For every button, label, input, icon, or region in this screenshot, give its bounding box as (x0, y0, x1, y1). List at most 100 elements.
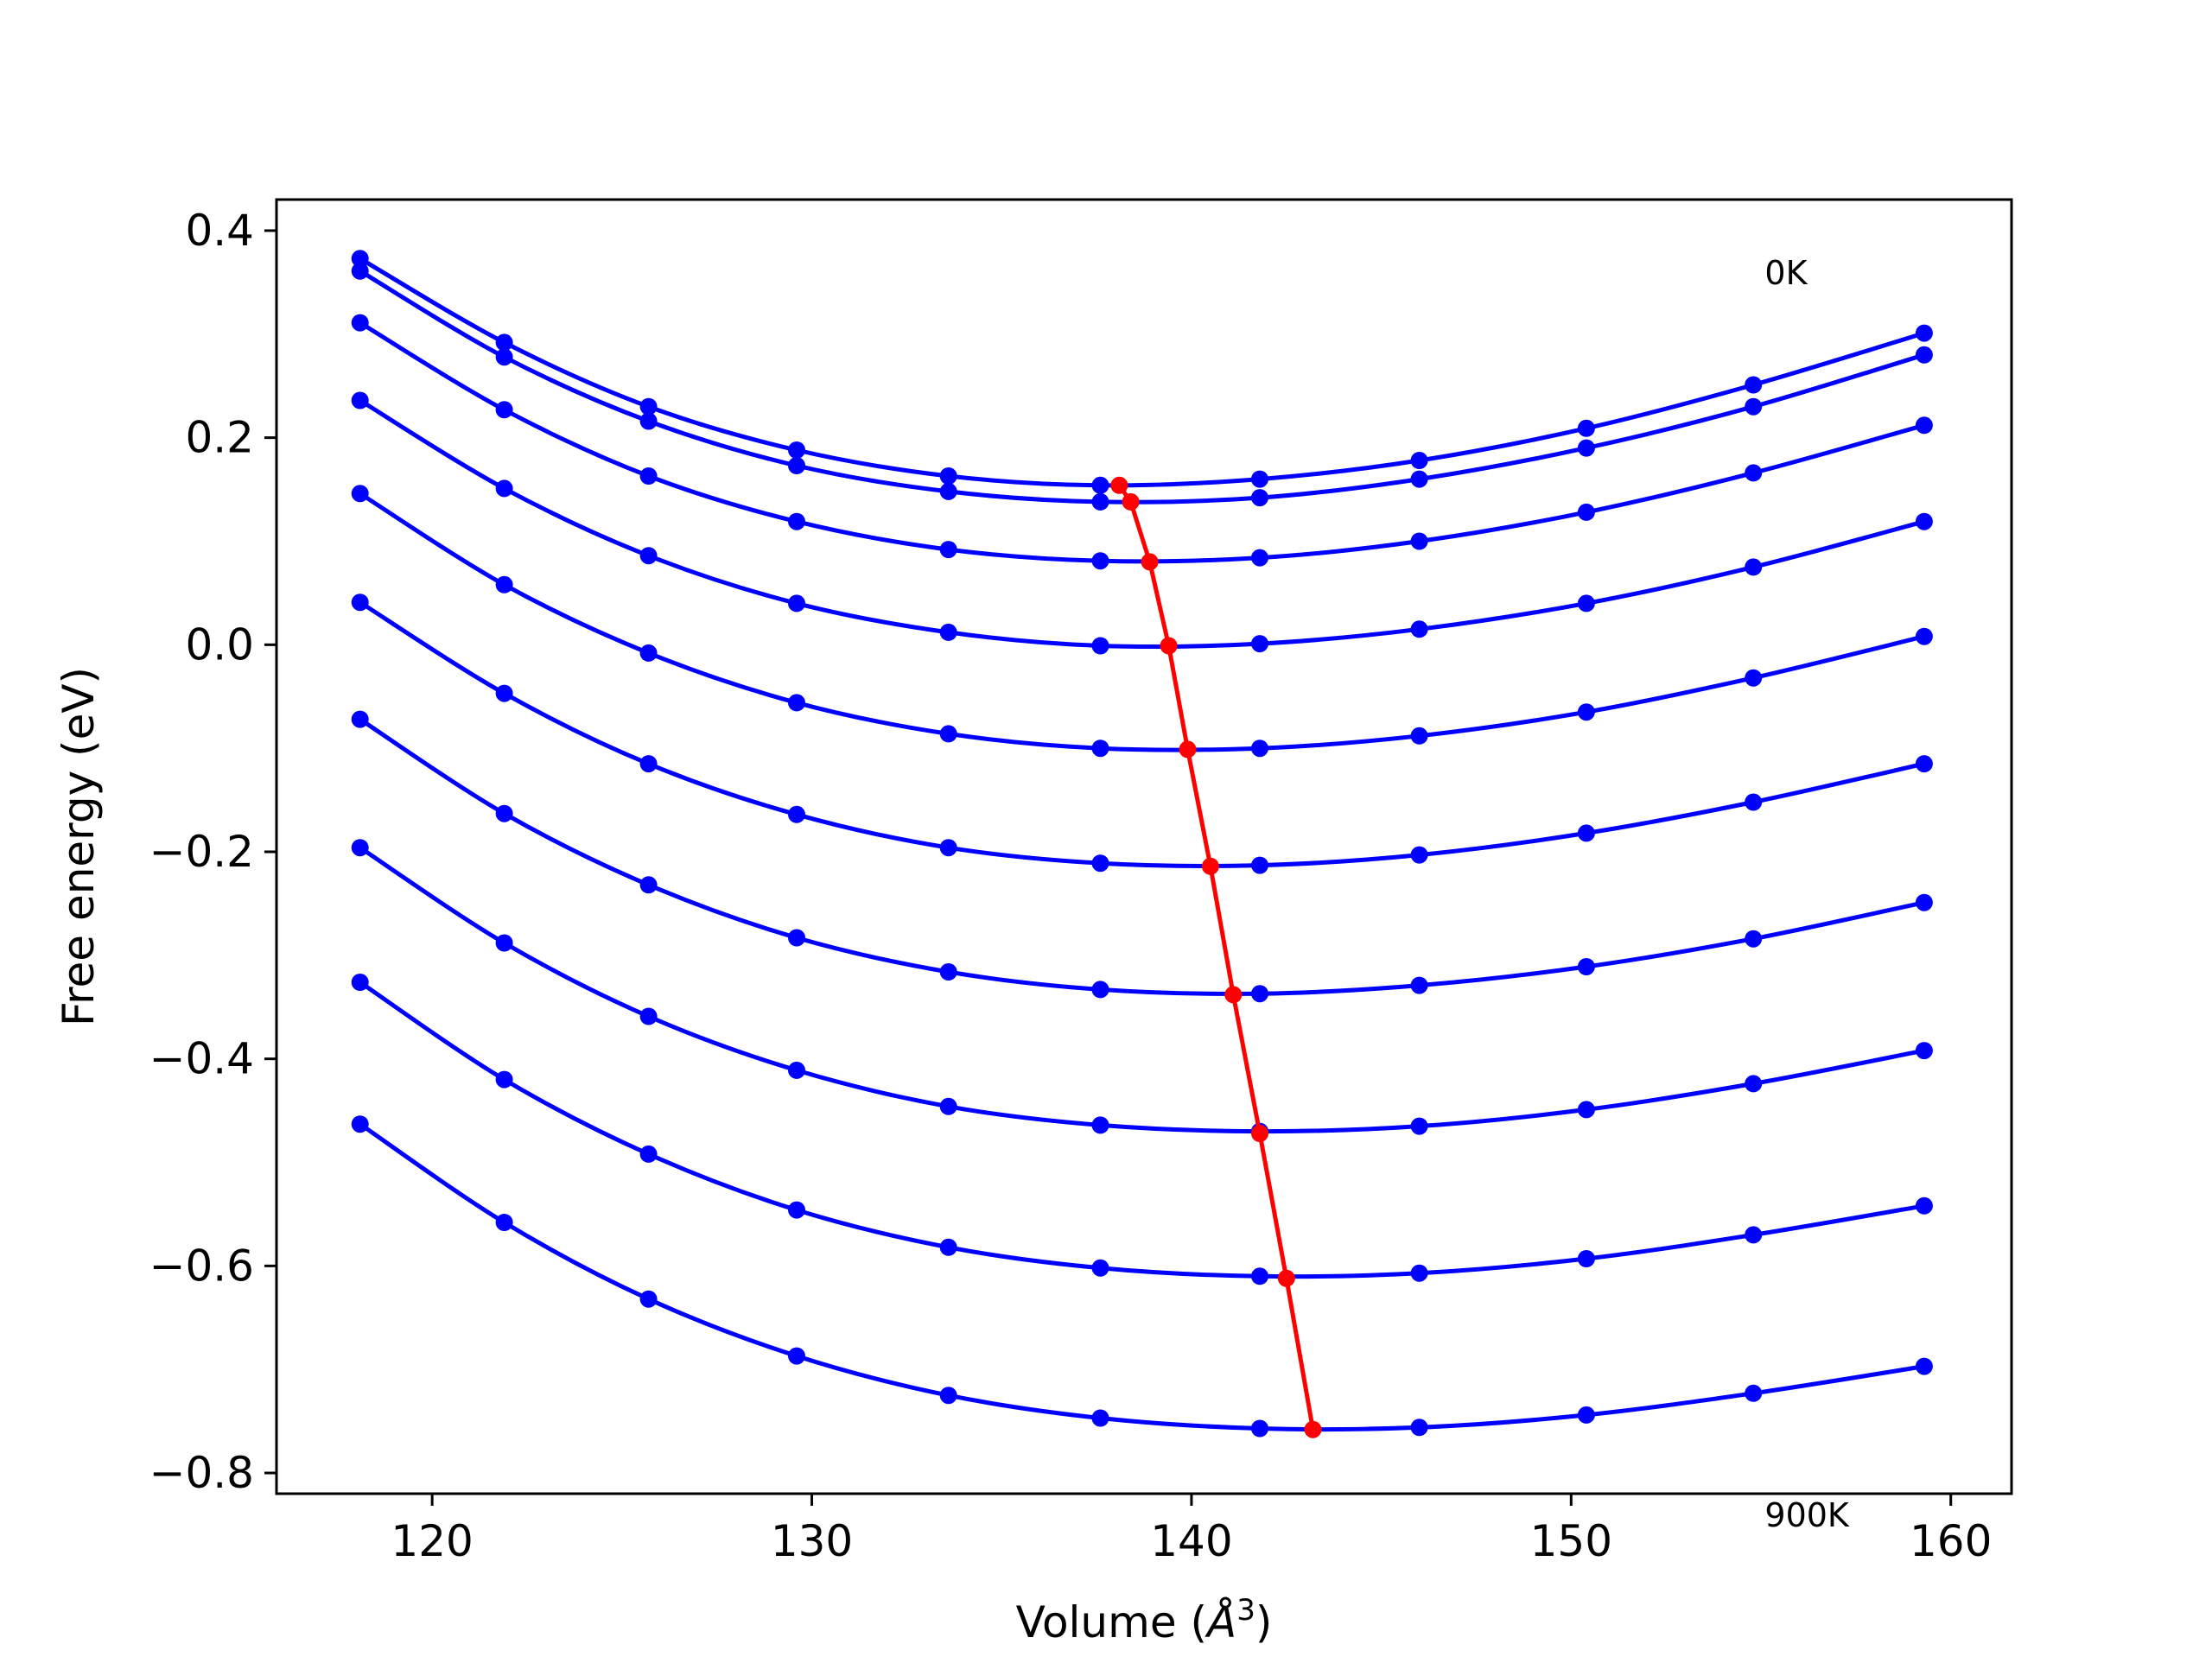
curve-2-point-0 (351, 314, 369, 332)
minimum-point-2 (1141, 553, 1159, 571)
plot-frame (275, 198, 2013, 1495)
curve-2-point-5 (1091, 552, 1109, 570)
curve-8-point-0 (351, 974, 369, 991)
curve-4-point-5 (1091, 739, 1109, 758)
curve-9-point-8 (1577, 1406, 1595, 1424)
curve-6-point-3 (788, 929, 805, 947)
energy-curve-0 (359, 257, 1925, 488)
y-tick-label-5: 0.2 (185, 413, 254, 463)
curve-4-point-9 (1745, 669, 1763, 687)
y-tick-label-2: −0.4 (149, 1034, 254, 1084)
curve-3-point-9 (1745, 558, 1763, 576)
curve-5-point-0 (351, 593, 369, 612)
curve-5-point-4 (939, 839, 957, 857)
curve-2-point-7 (1410, 532, 1428, 550)
curve-5-point-2 (639, 755, 658, 773)
minimum-line (1117, 484, 1315, 1431)
energy-curve-3 (359, 398, 1925, 650)
curve-4-point-10 (1915, 627, 1933, 645)
curve-0-point-5 (1091, 476, 1109, 494)
minimum-point-8 (1277, 1269, 1295, 1287)
curve-4-point-7 (1410, 727, 1428, 745)
curve-4-point-2 (639, 644, 658, 662)
curve-0-point-10 (1915, 324, 1933, 342)
curve-5-point-3 (788, 805, 805, 823)
curve-9-point-5 (1091, 1409, 1109, 1427)
curve-2-point-10 (1915, 416, 1933, 435)
curve-8-point-6 (1251, 1267, 1268, 1285)
curve-1-point-3 (788, 457, 805, 474)
curve-3-point-0 (351, 391, 369, 409)
curve-6-point-4 (939, 963, 957, 981)
curve-8-point-4 (939, 1238, 957, 1256)
minimum-point-1 (1122, 492, 1140, 511)
curve-2-point-4 (939, 541, 957, 559)
minimum-path (1110, 476, 1322, 1438)
annotations: 0K 900K (1764, 254, 1850, 1534)
curve-3-point-8 (1577, 594, 1595, 613)
curve-8-point-2 (639, 1145, 658, 1163)
energy-curve-5 (359, 600, 1925, 868)
curve-3-point-5 (1091, 637, 1109, 655)
curve-0-point-4 (939, 467, 957, 485)
curve-7-point-1 (495, 934, 513, 952)
curve-2-point-9 (1745, 464, 1763, 482)
curve-7-point-4 (939, 1097, 957, 1115)
curve-9-point-1 (495, 1214, 513, 1231)
curve-0-point-3 (788, 441, 805, 459)
curve-9-point-3 (788, 1347, 805, 1365)
curve-1-point-1 (495, 348, 513, 366)
curve-5-point-8 (1577, 824, 1595, 842)
curve-6-point-5 (1091, 981, 1109, 999)
curve-5-point-10 (1915, 755, 1933, 773)
curve-4-point-8 (1577, 703, 1595, 721)
curve-1-point-10 (1915, 346, 1933, 364)
curve-3-point-3 (788, 594, 805, 613)
energy-curve-9 (359, 1122, 1925, 1432)
curve-8-point-5 (1091, 1259, 1109, 1277)
curve-1-point-5 (1091, 492, 1109, 511)
curve-3-point-6 (1251, 635, 1268, 653)
y-tick-label-6: 0.4 (185, 206, 254, 256)
curve-6-point-9 (1745, 930, 1763, 948)
y-axis-label: Free energy (eV) (54, 667, 104, 1026)
curve-8-point-3 (788, 1201, 805, 1219)
curve-4-point-4 (939, 725, 957, 743)
minimum-point-9 (1304, 1420, 1322, 1438)
y-tick-label-0: −0.8 (149, 1448, 254, 1498)
minimum-point-6 (1224, 986, 1243, 1004)
x-tick-label-1: 130 (771, 1516, 853, 1566)
curve-8-point-10 (1915, 1196, 1933, 1215)
energy-curves (351, 250, 1933, 1438)
curve-2-point-6 (1251, 549, 1268, 567)
curve-4-point-0 (351, 485, 369, 503)
curve-6-point-10 (1915, 893, 1933, 911)
curve-1-point-4 (939, 482, 957, 500)
curve-0-point-9 (1745, 376, 1763, 394)
curve-0-point-2 (639, 397, 658, 416)
curve-5-point-7 (1410, 846, 1428, 864)
minimum-point-0 (1110, 476, 1128, 494)
curve-2-point-1 (495, 401, 513, 419)
curve-1-point-2 (639, 412, 658, 430)
curve-7-point-9 (1745, 1075, 1763, 1093)
curve-3-point-7 (1410, 620, 1428, 638)
curve-0-point-6 (1251, 470, 1268, 488)
x-tick-label-0: 120 (391, 1516, 473, 1566)
curve-8-point-9 (1745, 1226, 1763, 1244)
curve-6-point-8 (1577, 958, 1595, 975)
y-tick-label-4: 0.0 (185, 619, 254, 670)
curve-1-point-9 (1745, 397, 1763, 416)
x-tick-label-3: 150 (1530, 1516, 1612, 1566)
curve-7-point-8 (1577, 1101, 1595, 1119)
axis-ticks: 120 130 140 150 160 −0.8 −0.6 −0.4 −0.2 0.0 0.2 0.4 (149, 206, 1993, 1566)
curve-9-point-2 (639, 1290, 658, 1308)
curve-9-point-4 (939, 1387, 957, 1405)
curve-5-point-6 (1251, 856, 1268, 874)
energy-curve-6 (359, 717, 1925, 996)
x-tick-label-2: 140 (1150, 1516, 1232, 1566)
curve-8-point-7 (1410, 1264, 1428, 1282)
curve-4-point-3 (788, 694, 805, 712)
curve-6-point-7 (1410, 976, 1428, 994)
